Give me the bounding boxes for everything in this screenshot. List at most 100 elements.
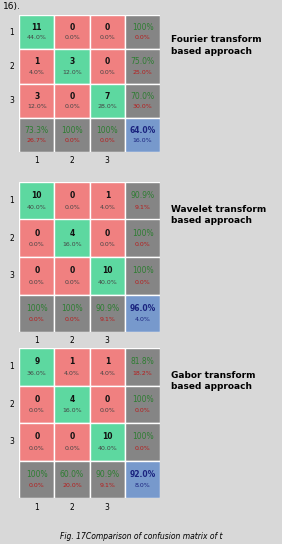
Text: 0.0%: 0.0%: [29, 408, 45, 413]
Text: 4.0%: 4.0%: [64, 370, 80, 375]
Text: 0.0%: 0.0%: [29, 280, 45, 285]
Text: 1: 1: [69, 357, 75, 366]
Text: 0.0%: 0.0%: [135, 446, 150, 450]
Bar: [90, 294, 125, 332]
Bar: [90, 219, 125, 257]
Text: 0.0%: 0.0%: [100, 138, 115, 143]
Text: 0: 0: [34, 229, 39, 238]
Text: 100%: 100%: [61, 304, 83, 313]
Text: 73.3%: 73.3%: [25, 126, 49, 135]
Text: 100%: 100%: [26, 304, 48, 313]
Text: 3: 3: [105, 336, 110, 345]
Text: 0: 0: [69, 92, 75, 101]
Bar: [125, 182, 160, 219]
Bar: [125, 461, 160, 498]
Text: 3: 3: [69, 58, 75, 66]
Text: 0.0%: 0.0%: [29, 242, 45, 247]
Bar: [125, 423, 160, 461]
Text: 100%: 100%: [26, 470, 48, 479]
Text: 16).: 16).: [3, 2, 21, 11]
Bar: [19, 461, 54, 498]
Text: 16.0%: 16.0%: [133, 138, 152, 143]
Text: 28.0%: 28.0%: [97, 104, 117, 109]
Text: 3: 3: [9, 437, 14, 446]
Text: 96.0%: 96.0%: [129, 304, 156, 313]
Text: 0: 0: [69, 191, 75, 200]
Bar: [125, 83, 160, 118]
Bar: [90, 118, 125, 152]
Text: 0: 0: [105, 229, 110, 238]
Text: 92.0%: 92.0%: [129, 470, 156, 479]
Text: 11: 11: [32, 23, 42, 32]
Bar: [125, 348, 160, 386]
Bar: [54, 348, 90, 386]
Text: 26.7%: 26.7%: [27, 138, 47, 143]
Text: 4.0%: 4.0%: [99, 205, 115, 209]
Bar: [19, 83, 54, 118]
Text: 100%: 100%: [96, 126, 118, 135]
Bar: [90, 50, 125, 83]
Text: 4.0%: 4.0%: [135, 317, 151, 322]
Text: 7: 7: [105, 92, 110, 101]
Text: 0.0%: 0.0%: [29, 483, 45, 488]
Text: 1: 1: [105, 191, 110, 200]
Text: 90.9%: 90.9%: [95, 304, 119, 313]
Text: 3: 3: [9, 96, 14, 105]
Text: 0: 0: [69, 432, 75, 441]
Text: 0.0%: 0.0%: [64, 280, 80, 285]
Bar: [19, 118, 54, 152]
Bar: [19, 219, 54, 257]
Bar: [54, 219, 90, 257]
Bar: [54, 118, 90, 152]
Text: 1: 1: [9, 28, 14, 36]
Text: 36.0%: 36.0%: [27, 370, 47, 375]
Text: 4.0%: 4.0%: [29, 70, 45, 75]
Text: 0.0%: 0.0%: [135, 408, 150, 413]
Text: 0: 0: [69, 267, 75, 275]
Text: 0.0%: 0.0%: [64, 138, 80, 143]
Text: 0: 0: [34, 267, 39, 275]
Text: 18.2%: 18.2%: [133, 370, 153, 375]
Bar: [90, 423, 125, 461]
Text: 100%: 100%: [132, 229, 153, 238]
Text: 0.0%: 0.0%: [64, 446, 80, 450]
Text: 90.9%: 90.9%: [95, 470, 119, 479]
Text: Gabor transform
based approach: Gabor transform based approach: [171, 370, 256, 391]
Bar: [54, 182, 90, 219]
Text: 0.0%: 0.0%: [64, 317, 80, 322]
Text: 100%: 100%: [132, 267, 153, 275]
Text: Fourier transform
based approach: Fourier transform based approach: [171, 35, 262, 55]
Bar: [19, 348, 54, 386]
Bar: [54, 294, 90, 332]
Text: 4.0%: 4.0%: [99, 370, 115, 375]
Bar: [54, 386, 90, 423]
Text: 2: 2: [9, 234, 14, 243]
Text: 1: 1: [105, 357, 110, 366]
Text: 0.0%: 0.0%: [135, 35, 150, 40]
Text: 100%: 100%: [132, 23, 153, 32]
Bar: [19, 15, 54, 50]
Bar: [125, 118, 160, 152]
Bar: [125, 386, 160, 423]
Text: 1: 1: [9, 362, 14, 371]
Text: 30.0%: 30.0%: [133, 104, 153, 109]
Bar: [125, 257, 160, 294]
Text: 2: 2: [9, 62, 14, 71]
Text: 16.0%: 16.0%: [62, 408, 82, 413]
Text: 40.0%: 40.0%: [97, 280, 117, 285]
Bar: [54, 423, 90, 461]
Text: 10: 10: [32, 191, 42, 200]
Text: 1: 1: [9, 196, 14, 205]
Text: 0.0%: 0.0%: [29, 317, 45, 322]
Text: 0.0%: 0.0%: [64, 104, 80, 109]
Text: 75.0%: 75.0%: [131, 58, 155, 66]
Bar: [125, 15, 160, 50]
Bar: [54, 50, 90, 83]
Bar: [19, 50, 54, 83]
Bar: [54, 461, 90, 498]
Text: 9: 9: [34, 357, 39, 366]
Text: 0.0%: 0.0%: [64, 205, 80, 209]
Bar: [90, 257, 125, 294]
Bar: [54, 83, 90, 118]
Text: 2: 2: [9, 400, 14, 409]
